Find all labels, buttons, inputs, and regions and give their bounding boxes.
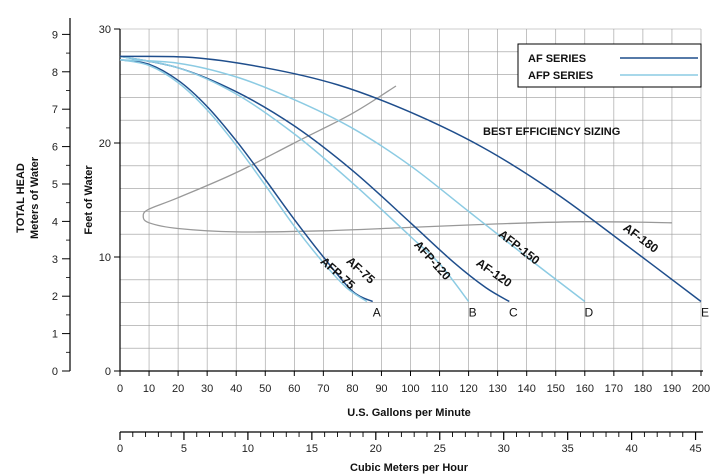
gpm-tick-label: 0 (117, 383, 123, 395)
cubic-meters-tick-label: 20 (370, 443, 382, 455)
cubic-meters-axis-ticks: 0 5 10 15 20 25 30 35 40 45 (117, 432, 702, 455)
best-efficiency-curve (142, 85, 672, 233)
end-letter-b: B (469, 306, 477, 320)
legend-box (517, 43, 702, 88)
end-letter-a: A (373, 306, 381, 320)
meters-tick-label: 9 (52, 29, 58, 41)
cubic-meters-tick-label: 40 (625, 443, 637, 455)
feet-tick-label: 0 (105, 366, 111, 378)
meters-tick-label: 3 (52, 254, 58, 266)
gpm-tick-label: 120 (459, 383, 477, 395)
cubic-meters-tick-label: 35 (562, 443, 574, 455)
gpm-tick-label: 130 (488, 383, 506, 395)
gpm-tick-label: 170 (605, 383, 623, 395)
gpm-axis-ticks: 0 10 20 30 40 50 60 70 80 90 100 110 120 130 140 150 160… (117, 371, 710, 395)
gpm-tick-label: 180 (634, 383, 652, 395)
gpm-tick-label: 10 (143, 383, 155, 395)
gpm-tick-label: 200 (692, 383, 710, 395)
cubic-meters-tick-label: 45 (689, 443, 701, 455)
feet-axis-ticks: 0 10 20 30 (99, 24, 120, 378)
feet-tick-label: 30 (99, 24, 111, 36)
meters-tick-label: 1 (52, 329, 58, 341)
cubic-meters-tick-label: 25 (434, 443, 446, 455)
gpm-tick-label: 150 (547, 383, 565, 395)
gpm-tick-label: 70 (317, 383, 329, 395)
end-letter-c: C (509, 306, 518, 320)
gpm-tick-label: 60 (288, 383, 300, 395)
curve-afp-120 (119, 55, 470, 302)
gpm-tick-label: 20 (172, 383, 184, 395)
gpm-tick-label: 50 (259, 383, 271, 395)
end-letter-e: E (701, 306, 709, 320)
gpm-tick-label: 160 (576, 383, 594, 395)
meters-tick-label: 6 (52, 142, 58, 154)
y2-axis-title-line2: Meters of Water (29, 156, 41, 239)
gpm-tick-label: 80 (346, 383, 358, 395)
cubic-meters-tick-label: 10 (242, 443, 254, 455)
meters-tick-label: 2 (52, 291, 58, 303)
curve-label-afp-120: AFP-120 (411, 238, 454, 283)
cubic-meters-tick-label: 30 (498, 443, 510, 455)
meters-tick-label: 0 (52, 366, 58, 378)
gpm-tick-label: 110 (431, 383, 449, 395)
best-efficiency-annotation: BEST EFFICIENCY SIZING (483, 126, 620, 138)
curve-label-afp-150: AFP-150 (496, 227, 543, 268)
x2-axis-title: Cubic Meters per Hour (350, 462, 469, 474)
feet-tick-label: 10 (99, 252, 111, 264)
meters-tick-label: 8 (52, 67, 58, 79)
curve-afp-75 (119, 59, 368, 303)
curve-afp-150 (119, 59, 586, 303)
legend: AF SERIES AFP SERIES (517, 43, 702, 88)
gpm-tick-label: 190 (663, 383, 681, 395)
y-axis-title: Feet of Water (83, 165, 95, 235)
cubic-meters-tick-label: 0 (117, 443, 123, 455)
gpm-tick-label: 40 (230, 383, 242, 395)
pump-curves (119, 55, 702, 303)
efficiency-curve-line (142, 85, 672, 233)
curve-af-180 (119, 55, 702, 303)
meters-axis-ticks: 0 1 2 3 4 5 6 7 8 9 (52, 29, 70, 378)
gpm-tick-label: 30 (201, 383, 213, 395)
curve-label-af-120: AF-120 (474, 256, 515, 291)
x-axis-title: U.S. Gallons per Minute (347, 407, 470, 419)
cubic-meters-tick-label: 5 (181, 443, 187, 455)
gpm-tick-label: 140 (518, 383, 536, 395)
curve-label-af-180: AF-180 (621, 221, 662, 256)
curve-end-letters: A CB D E (373, 306, 709, 320)
meters-tick-label: 5 (52, 179, 58, 191)
gpm-tick-label: 90 (375, 383, 387, 395)
legend-label-afp: AFP SERIES (528, 70, 593, 82)
feet-tick-label: 20 (99, 138, 111, 150)
meters-tick-label: 7 (52, 104, 58, 116)
curve-af-75 (119, 59, 374, 303)
legend-label-af: AF SERIES (528, 53, 586, 65)
plot-frame (119, 29, 703, 372)
y2-axis-title-line1: TOTAL HEAD (15, 163, 27, 233)
meters-tick-label: 4 (52, 216, 58, 228)
cubic-meters-tick-label: 15 (306, 443, 318, 455)
end-letter-d: D (584, 306, 593, 320)
gpm-tick-label: 100 (401, 383, 419, 395)
